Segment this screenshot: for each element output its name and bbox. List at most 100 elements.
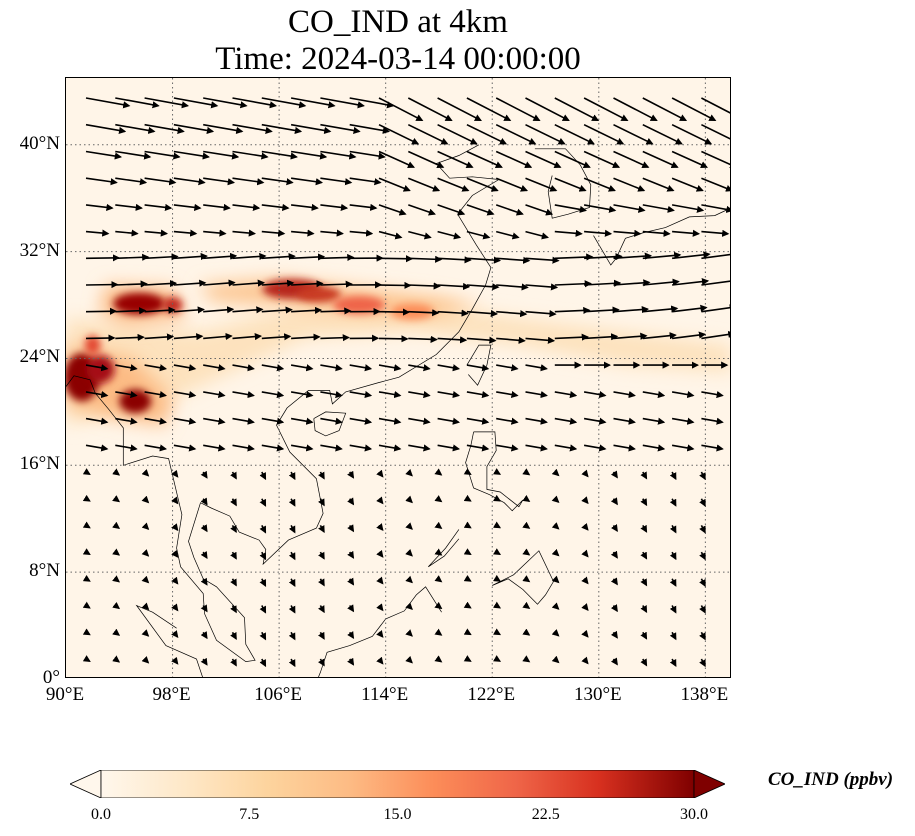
- wind-arrow: [701, 304, 730, 313]
- wind-arrow: [115, 177, 148, 186]
- wind-arrow: [408, 444, 431, 452]
- wind-arrow: [701, 444, 724, 452]
- wind-arrow: [408, 390, 431, 399]
- wind-arrow: [699, 471, 706, 481]
- wind-arrow: [525, 150, 562, 169]
- wind-arrow: [378, 444, 402, 452]
- wind-arrow: [437, 177, 470, 192]
- wind-arrow: [525, 417, 548, 425]
- wind-arrow: [437, 150, 474, 169]
- wind-arrow: [610, 577, 618, 586]
- wind-arrow: [466, 283, 500, 291]
- wind-arrow: [613, 305, 650, 314]
- wind-arrow: [551, 495, 560, 503]
- wind-arrow: [525, 123, 566, 145]
- wind-arrow: [378, 204, 407, 216]
- wind-arrow: [291, 333, 321, 341]
- wind-arrow: [349, 177, 382, 186]
- wind-arrow: [493, 628, 502, 636]
- wind-arrow: [642, 332, 677, 340]
- wind-arrow: [291, 229, 315, 237]
- wind-arrow: [232, 229, 257, 237]
- wind-arrow: [378, 123, 420, 145]
- wind-arrow: [171, 469, 179, 478]
- wind-arrow: [173, 203, 202, 211]
- wind-arrow: [466, 336, 497, 344]
- wind-arrow: [173, 97, 219, 109]
- wind-arrow: [320, 390, 343, 399]
- wind-arrow: [669, 605, 677, 614]
- colorbar-tick-label: 22.5: [531, 806, 560, 823]
- wind-arrow: [701, 390, 724, 399]
- wind-arrow: [581, 629, 589, 638]
- wind-arrow: [203, 279, 236, 287]
- wind-arrow: [261, 150, 298, 160]
- wind-arrow: [141, 495, 150, 504]
- wind-arrow: [378, 335, 409, 343]
- wind-arrow: [525, 364, 548, 372]
- wind-arrow: [144, 123, 185, 134]
- coastline: [466, 344, 492, 386]
- wind-arrow: [669, 551, 677, 561]
- wind-arrow: [232, 332, 263, 341]
- wind-arrow: [349, 364, 373, 372]
- wind-arrow: [85, 417, 109, 425]
- wind-arrow: [115, 364, 138, 372]
- wind-arrow: [522, 521, 531, 529]
- wind-arrow: [554, 333, 589, 341]
- wind-arrow: [466, 97, 512, 122]
- wind-arrow: [671, 444, 695, 452]
- wind-arrow: [584, 253, 623, 261]
- wind-arrow: [581, 656, 589, 665]
- wind-arrow: [463, 574, 472, 582]
- wind-arrow: [144, 150, 181, 160]
- wind-arrow: [288, 471, 296, 481]
- wind-arrow: [669, 631, 677, 641]
- wind-arrow: [554, 123, 595, 145]
- wind-arrow: [613, 123, 654, 145]
- wind-arrow: [642, 123, 683, 145]
- wind-arrow: [496, 283, 529, 291]
- wind-arrow: [437, 364, 461, 372]
- wind-arrow: [408, 255, 443, 263]
- wind-arrow: [259, 498, 267, 507]
- wind-arrow: [261, 252, 296, 261]
- wind-arrow: [200, 524, 208, 533]
- wind-arrow: [85, 280, 119, 289]
- wind-arrow: [115, 417, 138, 425]
- wind-arrow: [85, 334, 116, 342]
- wind-arrow: [642, 97, 688, 122]
- wind-arrow: [699, 498, 706, 507]
- wind-arrow: [112, 628, 121, 636]
- wind-arrow: [640, 551, 648, 560]
- wind-arrow: [200, 497, 208, 506]
- wind-arrow: [378, 230, 403, 240]
- wind-arrow: [437, 336, 468, 344]
- lon-tick-label: 114°E: [361, 684, 409, 705]
- wind-arrow: [144, 444, 168, 452]
- wind-arrow: [261, 97, 307, 109]
- wind-arrow: [347, 550, 355, 559]
- wind-arrow: [347, 577, 355, 586]
- wind-arrow: [434, 548, 443, 556]
- wind-arrow: [493, 468, 502, 475]
- wind-arrow: [583, 123, 625, 145]
- wind-arrow: [173, 417, 197, 425]
- wind-arrow: [405, 575, 413, 584]
- wind-arrow: [144, 97, 190, 109]
- wind-arrow: [669, 525, 677, 534]
- wind-arrow: [642, 251, 682, 260]
- wind-arrow: [141, 468, 150, 477]
- lon-tick-label: 130°E: [573, 684, 622, 705]
- wind-arrow: [584, 279, 622, 287]
- wind-arrow: [203, 390, 226, 399]
- wind-arrow: [290, 177, 324, 186]
- wind-arrow: [112, 548, 121, 556]
- wind-arrow: [466, 256, 502, 264]
- wind-arrow: [522, 575, 531, 583]
- wind-arrow: [376, 656, 384, 665]
- wind-arrow: [232, 177, 265, 186]
- wind-arrow: [85, 307, 118, 315]
- wind-arrow: [85, 123, 127, 134]
- wind-arrow: [200, 551, 208, 560]
